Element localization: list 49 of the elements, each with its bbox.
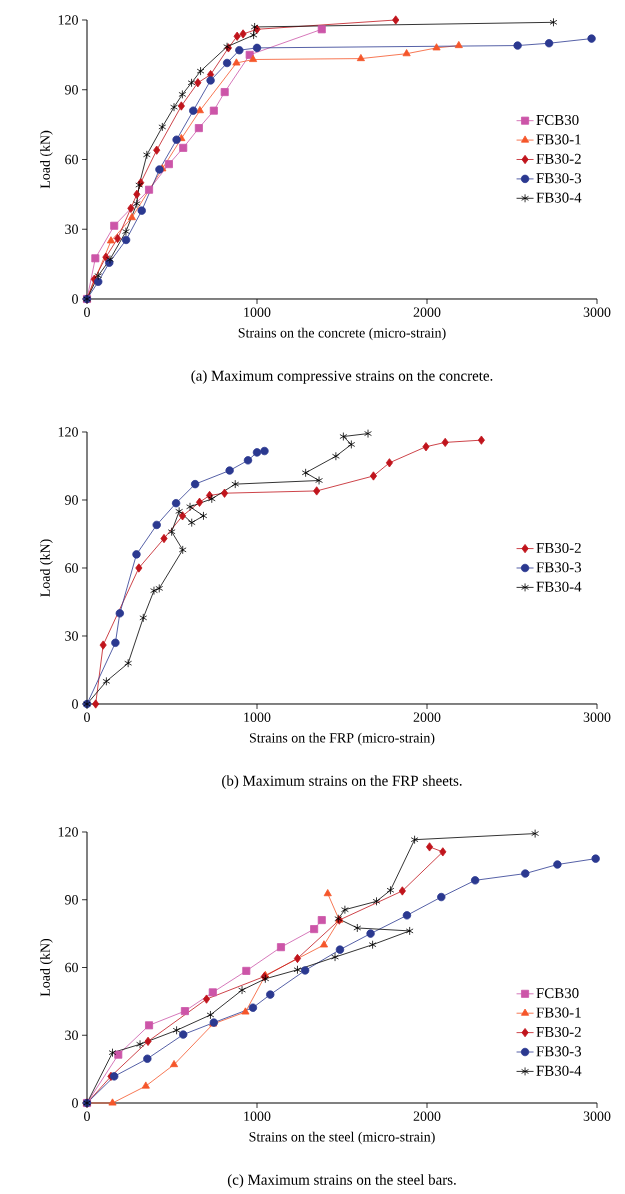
- x-tick-label: 0: [84, 712, 90, 722]
- legend-label: FB30-2: [536, 1026, 581, 1037]
- legend-label: FB30-4: [536, 192, 582, 203]
- legend-label: FB30-1: [536, 1007, 581, 1018]
- y-axis-title: Load (kN): [40, 130, 53, 189]
- text: (b) Maximum strains on the FRP sheets.: [222, 775, 462, 789]
- x-tick-label: 0: [84, 1111, 90, 1121]
- x-tick-label: 3000: [583, 712, 611, 722]
- x-tick-label: 0: [84, 307, 90, 317]
- legend-label: FCB30: [536, 114, 579, 126]
- x-tick-label: 2000: [413, 307, 441, 317]
- y-tick-label: 60: [65, 962, 78, 973]
- y-tick-label: 90: [65, 895, 78, 905]
- legend-label: FB30-3: [536, 1046, 582, 1057]
- x-axis-title: Strains on the steel (micro-strain): [249, 1131, 435, 1145]
- y-axis-title: Load (kN): [40, 938, 53, 997]
- y-tick-label: 90: [65, 495, 78, 505]
- x-tick-label: 3000: [583, 1111, 611, 1121]
- y-tick-label: 0: [72, 1098, 78, 1108]
- text: (c) Maximum strains on the steel bars.: [227, 1174, 456, 1188]
- legend-label: FCB30: [536, 988, 579, 999]
- text: (a) Maximum compressive strains on the concrete.: [191, 370, 493, 384]
- x-axis-title: Strains on the concrete (micro-strain): [238, 327, 446, 341]
- x-tick-label: 2000: [413, 1111, 441, 1121]
- x-tick-label: 1000: [244, 307, 271, 317]
- legend-label: FB30-4: [536, 581, 582, 592]
- y-tick-label: 30: [65, 224, 78, 234]
- x-tick-label: 1000: [244, 712, 271, 722]
- legend-label: FB30-2: [536, 153, 581, 164]
- legend-label: FB30-3: [536, 173, 582, 184]
- y-axis-title: Load (kN): [40, 539, 53, 597]
- legend-label: FB30-1: [536, 134, 581, 145]
- y-tick-label: 120: [58, 15, 78, 25]
- legend-label: FB30-3: [536, 562, 582, 573]
- x-axis-title: Strains on the FRP (micro-strain): [249, 732, 435, 746]
- y-tick-label: 0: [72, 294, 78, 304]
- y-tick-label: 0: [72, 699, 78, 709]
- x-tick-label: 3000: [583, 307, 611, 317]
- y-tick-label: 30: [65, 1030, 78, 1040]
- y-tick-label: 60: [65, 563, 78, 573]
- legend-label: FB30-4: [536, 1065, 582, 1076]
- x-tick-label: 1000: [244, 1111, 271, 1121]
- y-tick-label: 90: [65, 85, 78, 95]
- y-tick-label: 60: [65, 154, 78, 165]
- y-tick-label: 30: [65, 631, 78, 641]
- y-tick-label: 120: [58, 427, 78, 437]
- y-tick-label: 120: [58, 827, 78, 837]
- x-tick-label: 2000: [413, 712, 441, 722]
- legend-label: FB30-2: [536, 542, 581, 553]
